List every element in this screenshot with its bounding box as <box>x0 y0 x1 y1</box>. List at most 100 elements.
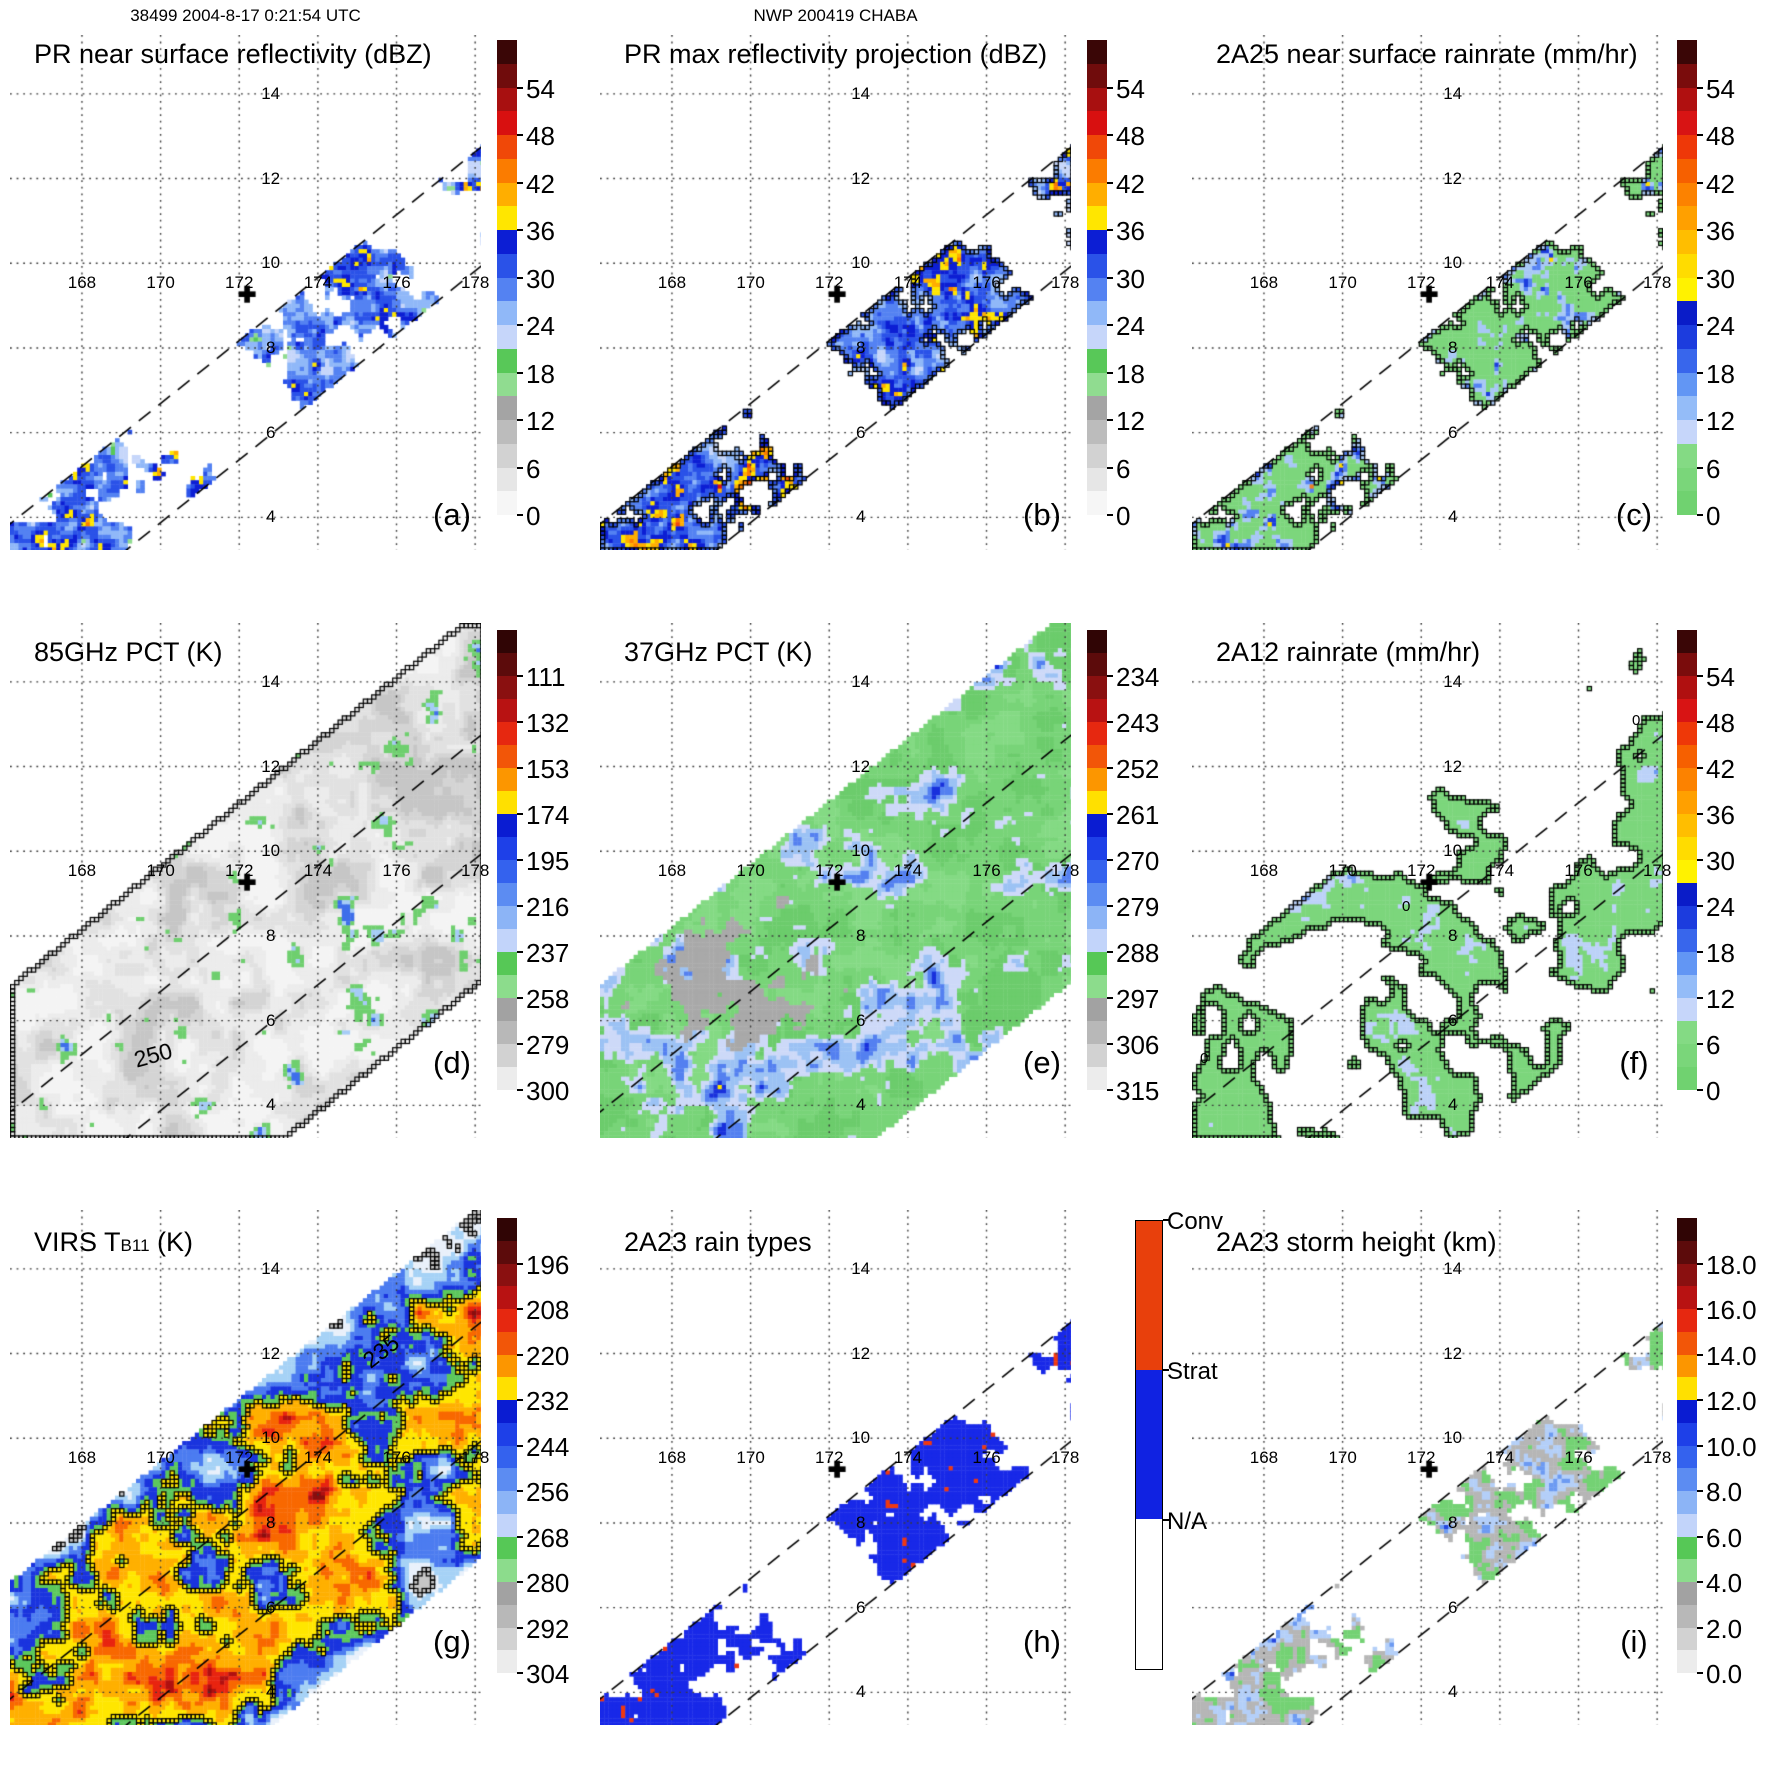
colorbar-tick-c <box>1697 86 1703 89</box>
colorbar-segment <box>497 135 517 159</box>
lon-label-g-178: 178 <box>460 1448 490 1467</box>
colorbar-segment <box>497 1582 517 1605</box>
colorbar-segment <box>497 420 517 444</box>
colorbar-tick-g <box>517 1353 523 1356</box>
colorbar-tick-g <box>517 1262 523 1265</box>
colorbar-segment <box>1136 1221 1162 1370</box>
lat-label-f-4: 4 <box>1447 1095 1458 1115</box>
colorbar-segment <box>1677 63 1697 88</box>
colorbar-tick-label-e-297: 297 <box>1116 984 1160 1014</box>
colorbar-tick-label-c-30: 30 <box>1706 263 1735 294</box>
colorbar-segment <box>1677 1263 1697 1287</box>
colorbar-segment <box>497 396 517 420</box>
panel-title-d: 85GHz PCT (K) <box>34 637 223 668</box>
colorbar-segment <box>1136 1370 1162 1519</box>
lon-label-e-178: 178 <box>1050 861 1080 880</box>
panel-title-a: PR near surface reflectivity (dBZ) <box>34 39 432 70</box>
colorbar-segment <box>1677 111 1697 135</box>
colorbar-tick-label-g-244: 244 <box>526 1431 570 1462</box>
lat-label-b-6: 6 <box>855 422 866 442</box>
colorbar-tick-label-i-2.0: 2.0 <box>1706 1613 1743 1644</box>
lon-label-g-172: 172 <box>225 1448 254 1467</box>
colorbar-tick-label-a-24: 24 <box>526 311 555 341</box>
colorbar-tick-c <box>1697 229 1703 231</box>
colorbar-tick-label-a-12: 12 <box>526 406 555 436</box>
contour-label-f-0: 0 <box>1402 898 1411 915</box>
lon-label-c-172: 172 <box>1407 273 1436 292</box>
colorbar-tick-label-b-42: 42 <box>1116 168 1145 199</box>
lon-label-i-176: 176 <box>1564 1448 1593 1467</box>
colorbar-tick-label-d-300: 300 <box>526 1076 570 1106</box>
colorbar-tick-d <box>517 721 523 723</box>
colorbar-segment <box>1087 906 1107 929</box>
colorbar-tick-f <box>1697 1089 1703 1091</box>
figure-header-datetime: 38499 2004-8-17 0:21:54 UTC <box>130 6 361 25</box>
colorbar-segment <box>497 929 517 952</box>
colorbar-tick-label-f-18: 18 <box>1706 938 1735 968</box>
lat-label-e-4: 4 <box>855 1095 866 1115</box>
lat-label-a-4: 4 <box>265 507 276 527</box>
colorbar-tick-d <box>517 675 523 677</box>
colorbar-tick-g <box>517 1581 523 1583</box>
colorbar-segment <box>1677 998 1697 1021</box>
colorbar-c <box>1677 40 1697 515</box>
lat-label-a-6: 6 <box>265 422 276 442</box>
colorbar-segment <box>1677 253 1697 278</box>
colorbar-tick-label-c-42: 42 <box>1706 168 1735 199</box>
colorbar-segment <box>1087 491 1107 515</box>
lon-label-g-168: 168 <box>67 1448 97 1467</box>
colorbar-segment <box>1677 768 1697 791</box>
map-canvas-i <box>1192 1210 1663 1725</box>
colorbar-tick-a <box>517 134 523 136</box>
colorbar-tick-e <box>1107 1043 1113 1045</box>
colorbar-tick-label-d-153: 153 <box>526 754 570 784</box>
colorbar-tick-label-a-30: 30 <box>526 263 555 294</box>
colorbar-segment <box>497 814 517 837</box>
map-canvas-e <box>600 623 1071 1138</box>
lon-label-h-176: 176 <box>972 1448 1001 1467</box>
colorbar-segment <box>1677 1559 1697 1582</box>
lat-label-i-10: 10 <box>1443 1428 1463 1448</box>
colorbar-segment <box>1677 1491 1697 1514</box>
lon-label-d-170: 170 <box>146 861 175 880</box>
colorbar-tick-f <box>1697 813 1703 815</box>
lat-label-d-4: 4 <box>265 1095 276 1115</box>
colorbar-tick-a <box>517 324 523 326</box>
colorbar-tick-label-i-10.0: 10.0 <box>1706 1431 1757 1462</box>
lon-label-a-176: 176 <box>382 273 411 292</box>
colorbar-segment <box>1087 253 1107 278</box>
colorbar-tick-label-f-12: 12 <box>1706 984 1735 1014</box>
colorbar-segment <box>497 1650 517 1673</box>
colorbar-segment <box>497 1354 517 1378</box>
colorbar-tick-f <box>1697 721 1703 723</box>
colorbar-tick-f <box>1697 1043 1703 1045</box>
lat-label-e-14: 14 <box>851 671 871 691</box>
lat-label-b-14: 14 <box>851 83 871 103</box>
colorbar-a <box>497 40 517 515</box>
colorbar-segment <box>1677 1400 1697 1423</box>
colorbar-tick-c <box>1697 466 1703 469</box>
colorbar-tick-b <box>1107 371 1113 374</box>
panel-title-text: 2A23 storm height (km) <box>1216 1227 1497 1257</box>
lat-label-b-4: 4 <box>855 507 866 527</box>
lon-label-i-178: 178 <box>1642 1448 1672 1467</box>
lat-label-b-8: 8 <box>855 337 866 357</box>
colorbar-tick-label-f-6: 6 <box>1706 1030 1721 1060</box>
colorbar-tick-label-d-132: 132 <box>526 708 570 738</box>
colorbar-segment <box>1087 998 1107 1021</box>
lat-label-f-12: 12 <box>1443 756 1463 776</box>
colorbar-tick-g <box>517 1490 523 1492</box>
contour-label-f-0: 0 <box>1200 1050 1209 1067</box>
colorbar-segment <box>1677 206 1697 230</box>
colorbar-tick-c <box>1697 276 1703 279</box>
colorbar-tick-b <box>1107 466 1113 469</box>
lat-label-c-10: 10 <box>1443 253 1463 273</box>
lat-label-h-4: 4 <box>855 1682 866 1702</box>
lon-label-a-170: 170 <box>146 273 175 292</box>
colorbar-tick-label-c-6: 6 <box>1706 453 1721 484</box>
colorbar-segment <box>497 1513 517 1537</box>
colorbar-segment <box>1677 653 1697 676</box>
lon-label-b-178: 178 <box>1050 273 1080 292</box>
panel-letter-b: (b) <box>1023 497 1061 532</box>
lon-label-c-168: 168 <box>1249 273 1279 292</box>
